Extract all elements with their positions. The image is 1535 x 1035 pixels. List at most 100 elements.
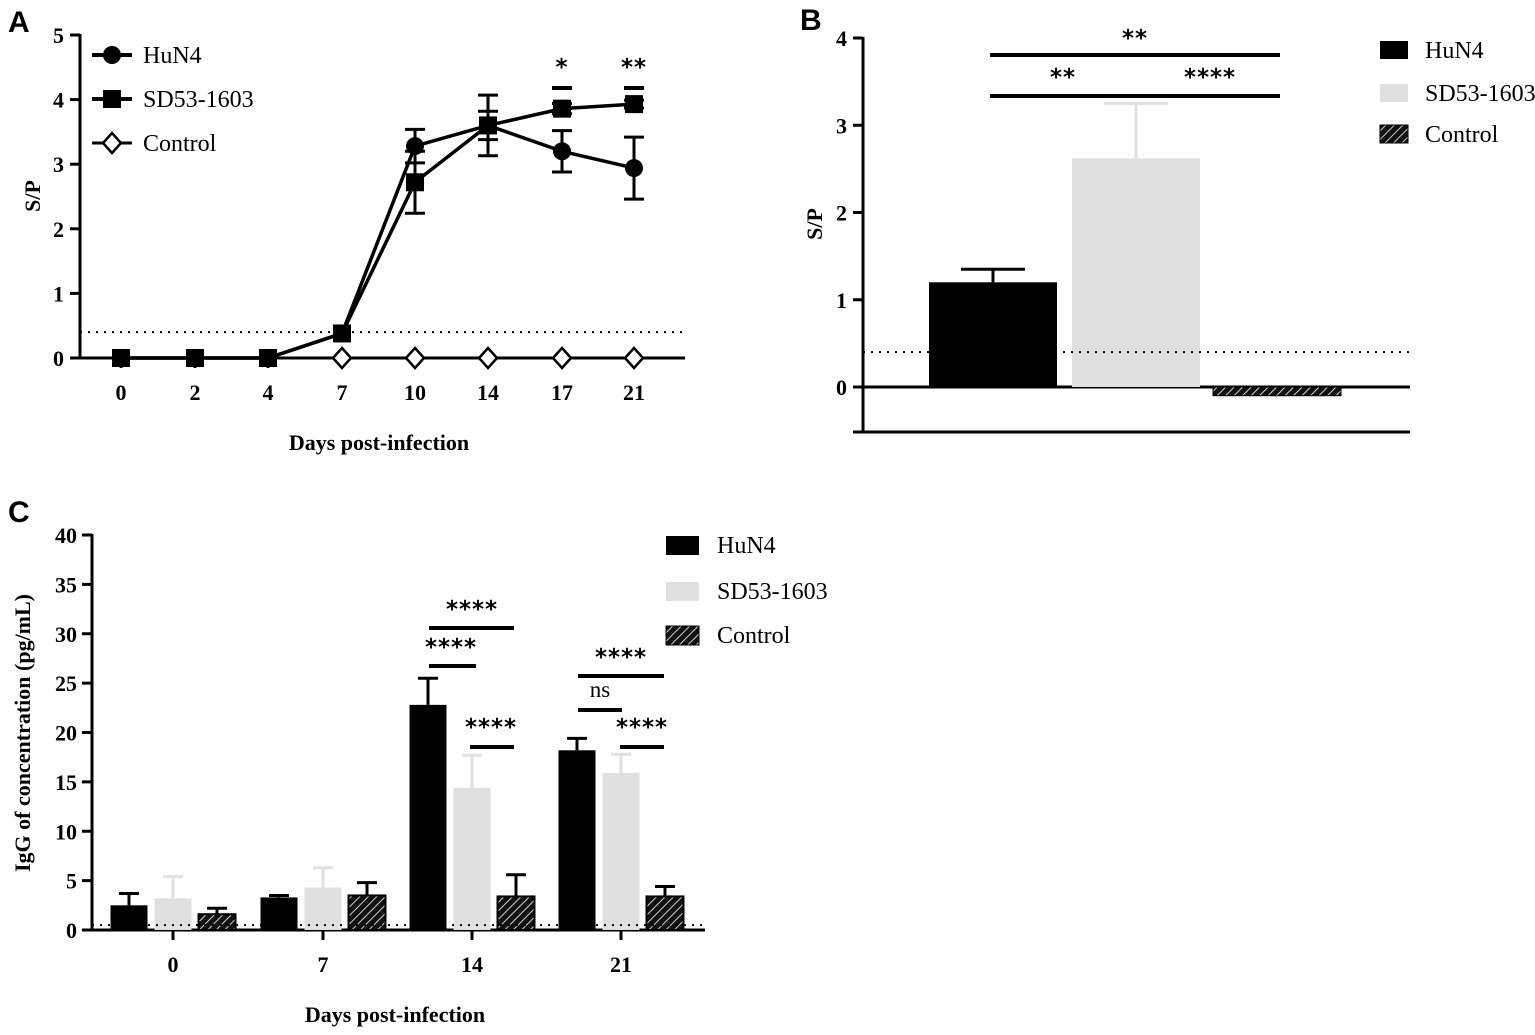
panel-b-bar-Control [1212,386,1342,397]
panel-a-sig-label: * [555,55,568,81]
panel-a-sig-label: ** [621,55,647,81]
panel-a-line-SD53-1603 [121,102,635,360]
panel-b-y-tick-label: 3 [836,113,847,138]
panel-c-sig-label: **** [616,715,668,741]
legend-c-sd53-swatch [666,582,699,601]
panel-label-c: C [8,496,30,529]
panel-c-y-tick-label: 40 [55,523,77,548]
panel-label-b: B [800,4,822,37]
panel-c-y-tick-label: 15 [55,770,77,795]
panel-b-y-tick-label: 0 [836,375,847,400]
panel-b-sig-label: ** [1050,65,1076,91]
panel-c-y-tick-label: 5 [66,869,77,894]
panel-a-x-tick-label: 2 [190,380,201,405]
panel-a-y-tick-label: 5 [53,23,64,48]
panel-b-legend: HuN4 SD53-1603 Control [1379,38,1535,148]
panel-a-line-HuN4 [121,123,635,360]
panel-b-sig-label: **** [1184,65,1236,91]
panel-a-point-control [331,346,353,370]
panel-c-x-tick-label: 21 [610,952,632,977]
panel-a-point-hun4 [625,159,643,178]
panel-a-x-tick-label: 4 [263,380,274,405]
panel-c-y-tick-label: 25 [55,671,77,696]
legend-b-control-swatch [1379,124,1409,144]
panel-c-x-tick-label: 7 [318,952,329,977]
panel-c-y-tick-label: 10 [55,819,77,844]
panel-a-point-sd53 [625,95,643,114]
panel-a-marks: * ** [80,55,685,370]
panel-b-y-tick-label: 1 [836,288,847,313]
panel-c-bar-Control [347,894,387,931]
panel-c-y-tick-label: 20 [55,721,77,746]
panel-a-point-sd53 [406,173,424,192]
panel-a-point-sd53 [553,99,571,118]
panel-a-point-sd53 [333,324,351,343]
panel-c-y-tick-label: 35 [55,572,77,597]
legend-c-sd53-label: SD53-1603 [717,579,828,605]
panel-c-sig-label: **** [465,715,517,741]
panel-c-sig-label: **** [595,645,647,671]
legend-a-control-label: Control [143,131,217,157]
legend-c-control-swatch [665,625,700,646]
legend-a-sd53-marker [103,90,121,108]
panel-c-bar-Control [197,913,237,932]
panel-b-sig-label: ** [1122,26,1148,52]
panel-a-point-hun4 [553,142,571,161]
panel-c-bar-HuN4 [409,704,447,930]
panel-c-x-title: Days post-infection [305,1002,485,1027]
panel-a-x-tick-label: 10 [404,380,426,405]
panel-a-point-control [404,346,426,370]
panel-a-x-tick-label: 7 [337,380,348,405]
panel-a-y-tick-label: 4 [53,88,64,113]
panel-c-y-title: IgG of concentration (pg/mL) [10,594,35,872]
panel-a-x-tick-label: 14 [477,380,499,405]
legend-a-hun4-label: HuN4 [143,43,202,69]
legend-a-hun4-marker [103,46,121,64]
panel-a: 0 1 2 3 4 5 0 2 4 7 10 14 17 21 S/P Days post-infecti… [20,23,685,455]
panel-c: 0 5 10 15 20 25 30 35 40 0 7 14 21 IgG of concentrat… [10,523,828,1027]
panel-a-axes: 0 1 2 3 4 5 0 2 4 7 10 14 17 21 [53,23,685,405]
panel-b-y-tick-label: 4 [836,26,847,51]
legend-b-hun4-swatch [1380,41,1408,59]
legend-c-hun4-label: HuN4 [717,533,776,559]
panel-c-y-tick-label: 0 [66,918,77,943]
panel-c-bar-SD53-1603 [304,887,342,930]
panel-c-legend: HuN4 SD53-1603 Control [665,533,828,649]
panel-c-bar-SD53-1603 [602,772,640,930]
legend-b-sd53-swatch [1380,84,1408,102]
panel-c-sig-label: **** [425,635,477,661]
panel-a-y-tick-label: 0 [53,346,64,371]
legend-a-sd53-label: SD53-1603 [143,87,254,113]
panel-a-x-tick-label: 21 [623,380,645,405]
panel-a-x-tick-label: 0 [116,380,127,405]
panel-b-y-title: S/P [802,208,827,240]
panel-a-legend: HuN4 SD53-1603 Control [92,43,254,157]
panel-c-bar-HuN4 [558,750,596,930]
legend-b-control-label: Control [1425,122,1499,148]
panel-b-y-tick-label: 2 [836,201,847,226]
panel-a-point-control [477,346,499,370]
panel-c-x-tick-label: 14 [461,952,483,977]
panel-a-point-control [551,346,573,370]
panel-a-y-tick-label: 3 [53,152,64,177]
panel-a-y-tick-label: 1 [53,281,64,306]
panel-c-bar-SD53-1603 [453,787,491,930]
panel-a-point-sd53 [186,349,204,367]
panel-a-point-control [623,346,645,370]
panel-b-bar-HuN4 [929,282,1057,387]
panel-c-sig-label: ns [590,677,611,702]
panel-a-x-tick-label: 17 [551,380,573,405]
legend-b-sd53-label: SD53-1603 [1425,81,1535,107]
panel-a-point-sd53 [479,116,497,135]
panel-c-y-tick-label: 30 [55,622,77,647]
panel-b-bar-SD53-1603 [1072,158,1200,387]
panel-c-x-tick-label: 0 [168,952,179,977]
panel-a-x-title: Days post-infection [289,430,469,455]
legend-c-control-label: Control [717,623,791,649]
legend-a-control-marker [101,131,123,155]
panel-label-a: A [8,6,30,39]
legend-b-hun4-label: HuN4 [1425,38,1484,64]
panel-a-y-tick-label: 2 [53,217,64,242]
